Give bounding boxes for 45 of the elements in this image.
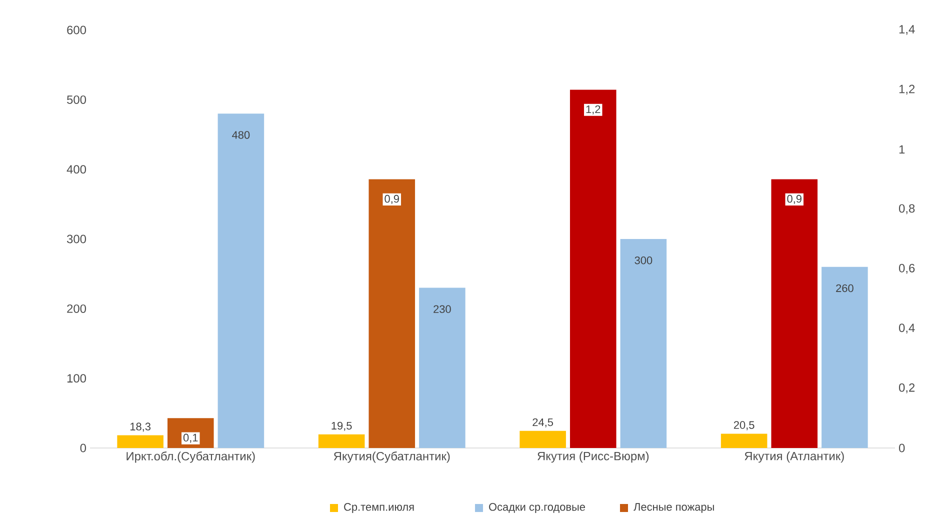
data-label: 0,9 [384,194,399,204]
y2-tick-label: 0,2 [898,383,915,394]
y2-tick-label: 1,4 [899,25,915,35]
bar [368,179,416,448]
y-tick-label: 300 [66,234,86,244]
y2-tick-label: 1,2 [899,84,915,95]
bar [822,266,868,448]
data-label: 0,9 [787,194,802,204]
bar [620,239,667,448]
y-tick-label: 400 [66,165,86,174]
data-label: 260 [836,284,854,292]
y2-tick-label: 1 [899,145,905,154]
legend-label: Осадки ср.годовые [489,503,586,513]
data-label: 19,5 [332,422,352,431]
data-label: 300 [634,256,652,264]
data-label: 1,2 [586,105,600,114]
x-tick-label: Иркт.обл.(Субатлантик) [126,452,255,463]
data-label: 18,3 [130,422,150,432]
x-tick-label: Якутия(Субатлантик) [334,452,450,463]
x-tick-label: Якутия (Атлантик) [744,452,844,463]
bar [771,179,818,448]
y2-tick-label: 0 [898,444,905,452]
y2-tick-label: 0,4 [898,324,915,334]
data-label: 24,5 [532,418,554,428]
legend-label: Лесные пожары [634,503,714,513]
bar [570,90,616,448]
bar [419,288,466,448]
y-tick-label: 200 [67,304,86,313]
legend-label: Ср.темп.июля [344,503,414,513]
y2-tick-label: 0,6 [898,264,915,274]
data-label: 230 [434,305,451,313]
data-label: 480 [232,131,250,139]
data-label: 20,5 [734,421,754,430]
data-label: 0,1 [183,434,198,443]
y-tick-label: 500 [67,95,86,104]
y-tick-label: 600 [67,26,86,34]
y2-tick-label: 0,8 [898,204,915,214]
bar [218,114,264,448]
bar [520,430,566,448]
bar [318,434,365,448]
bar [117,435,164,448]
y-tick-label: 0 [80,444,86,452]
y-tick-label: 100 [67,374,86,383]
x-tick-label: Якутия (Рисс-Вюрм) [538,452,649,463]
bar [720,434,768,448]
